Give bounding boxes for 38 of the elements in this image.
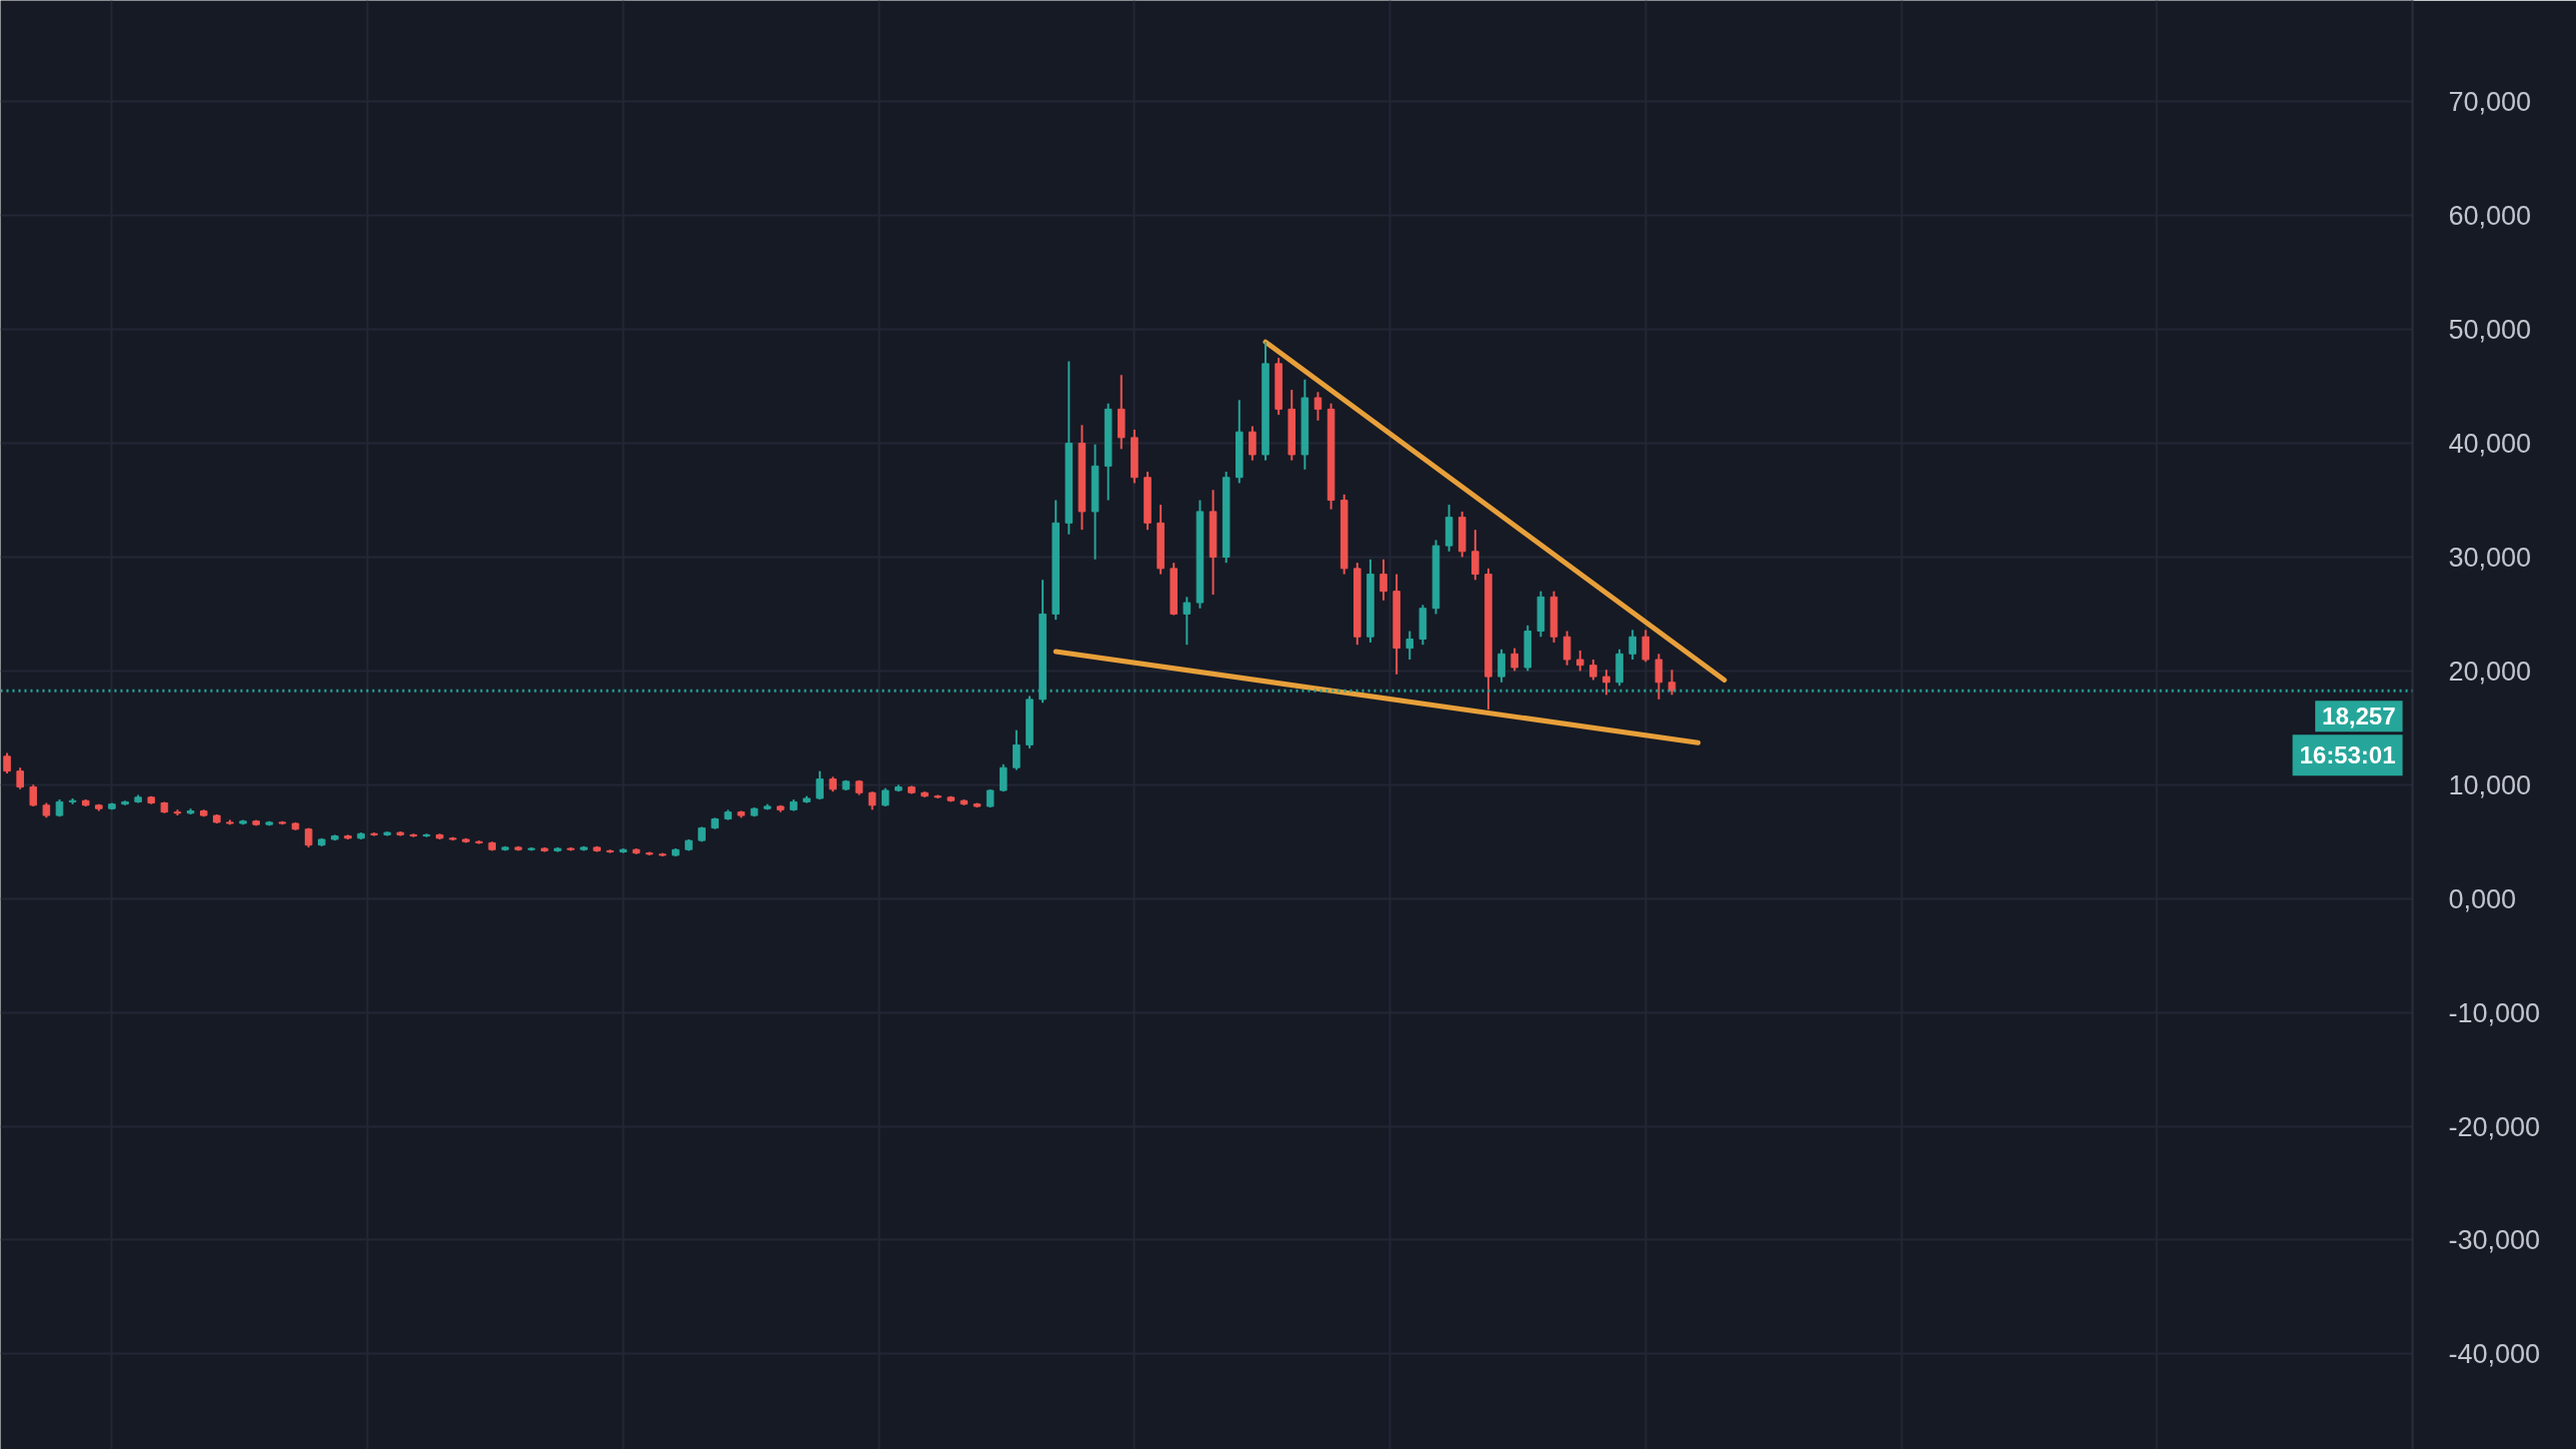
y-tick-label: -20,000 <box>2448 1111 2541 1142</box>
candlestick <box>1602 669 1610 697</box>
candlestick <box>868 790 877 811</box>
ref-line-label: 18,257 <box>2322 703 2396 730</box>
candlestick <box>1405 630 1414 662</box>
candlestick <box>3 751 11 774</box>
candlestick <box>1497 648 1505 684</box>
y-tick-label: 40,000 <box>2448 429 2532 460</box>
candlestick <box>1013 728 1021 771</box>
y-tick-label: 50,000 <box>2448 315 2532 346</box>
y-tick-label: 20,000 <box>2448 656 2532 687</box>
y-tick-label: 70,000 <box>2448 87 2532 118</box>
candlestick <box>999 762 1008 793</box>
y-tick-label: 60,000 <box>2448 201 2532 232</box>
candlestick <box>1641 629 1650 664</box>
candlestick <box>16 766 24 790</box>
y-tick-label: -40,000 <box>2448 1339 2541 1370</box>
candlestick <box>1575 649 1584 673</box>
candlestick <box>1249 425 1257 462</box>
candlestick <box>1628 629 1636 662</box>
candlestick <box>881 786 890 807</box>
candlestick <box>1471 529 1479 582</box>
annotation: 16:53:01 <box>2299 741 2396 769</box>
candlestick <box>1667 669 1676 697</box>
candlestick <box>1510 647 1518 673</box>
candlestick <box>1313 391 1322 422</box>
candlestick <box>1379 558 1387 602</box>
y-tick-label: -10,000 <box>2448 997 2541 1028</box>
candlestick <box>1589 659 1597 682</box>
y-tick-label: 0,000 <box>2448 883 2517 914</box>
y-tick-label: -30,000 <box>2448 1225 2541 1256</box>
candlestick <box>29 783 38 807</box>
candlestick <box>816 769 824 801</box>
candlestick <box>1183 596 1192 647</box>
candlestick <box>1654 653 1663 701</box>
y-tick-label: 10,000 <box>2448 769 2532 800</box>
y-tick-label: 30,000 <box>2448 542 2532 573</box>
candlestick <box>1562 630 1571 667</box>
